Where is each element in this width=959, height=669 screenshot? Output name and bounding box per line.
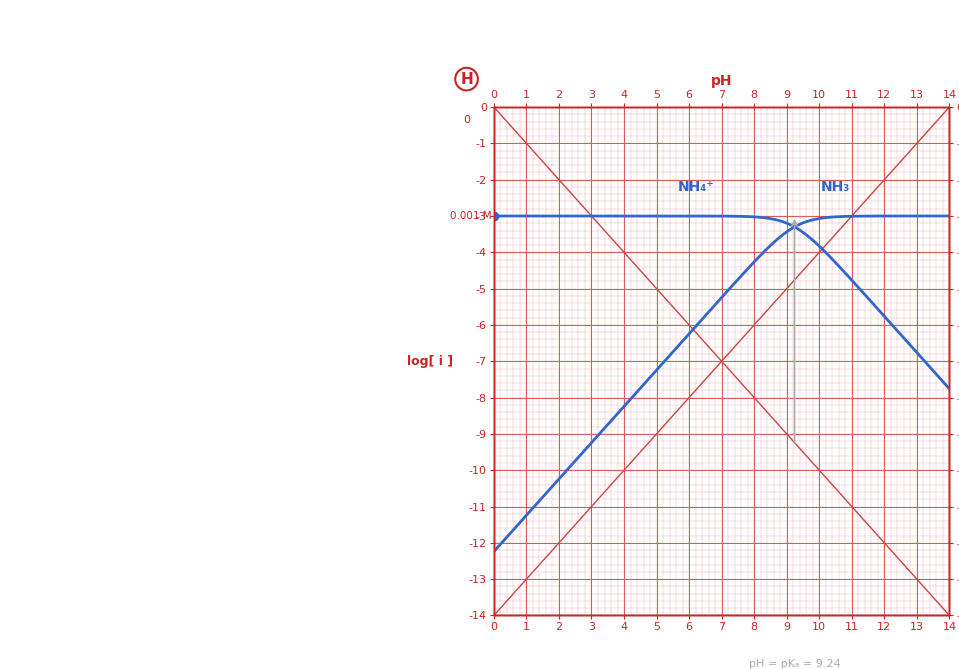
Text: H: H — [460, 72, 473, 86]
Text: log[ i ]: log[ i ] — [407, 355, 454, 368]
Text: pH = pKₐ = 9.24: pH = pKₐ = 9.24 — [749, 659, 840, 669]
X-axis label: pH: pH — [711, 74, 733, 88]
Text: NH₃: NH₃ — [821, 180, 851, 194]
Text: 0: 0 — [463, 114, 470, 124]
Text: NH₄⁺: NH₄⁺ — [677, 180, 713, 194]
Text: 0.001 M: 0.001 M — [450, 211, 492, 221]
